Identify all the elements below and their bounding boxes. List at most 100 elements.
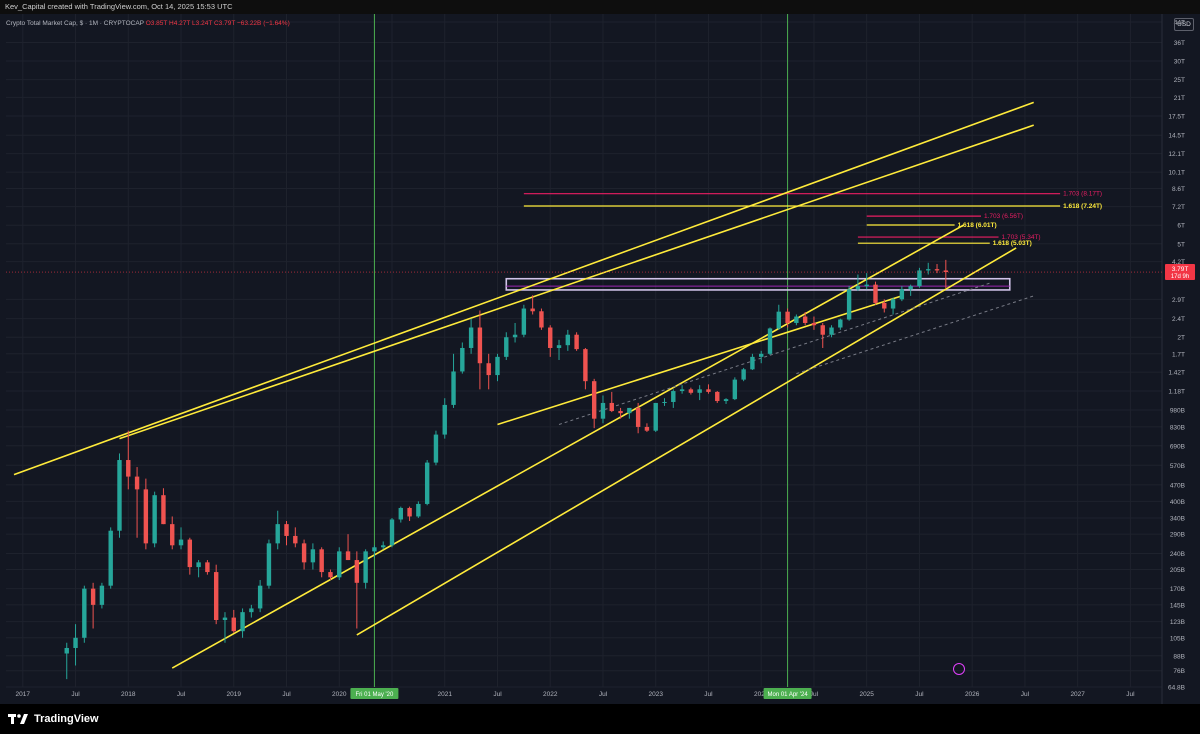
y-tick-label: 21T <box>1174 95 1185 102</box>
candle-body <box>310 549 316 563</box>
candle-body <box>389 519 395 546</box>
candle-body <box>345 551 351 561</box>
x-tick-label: 2026 <box>965 691 980 698</box>
trendline <box>171 224 964 669</box>
candle-body <box>776 311 781 329</box>
fib-label: 1.618 (6.01T) <box>958 222 997 229</box>
candle-body <box>820 325 825 335</box>
candle-body <box>908 286 913 290</box>
x-tick-label: 2018 <box>121 691 136 698</box>
candle-body <box>468 327 474 348</box>
ohlc-values: O3.85T H4.27T L3.24T C3.79T −63.22B (−1.… <box>145 20 290 27</box>
y-tick-label: 1.7T <box>1172 351 1185 358</box>
y-tick-label: 12.1T <box>1168 151 1185 158</box>
candle-body <box>715 391 720 402</box>
candle-body <box>750 356 755 370</box>
candle-body <box>293 535 298 544</box>
x-tick-label: Jul <box>704 691 713 698</box>
candle-body <box>644 426 650 431</box>
x-tick-label: 2021 <box>438 691 453 698</box>
x-tick-label: 2025 <box>859 691 874 698</box>
candle-body <box>767 328 773 354</box>
candle-body <box>222 617 228 620</box>
y-tick-label: 570B <box>1170 463 1185 470</box>
y-tick-label: 1.42T <box>1168 370 1185 377</box>
candle-body <box>460 347 465 372</box>
symbol-title: Crypto Total Market Cap, $ · 1M · CRYPTO… <box>6 20 144 27</box>
candle-body <box>196 562 201 568</box>
candle-body <box>170 524 175 546</box>
candle-body <box>108 530 113 586</box>
candle-body <box>653 402 658 431</box>
candle-body <box>882 302 887 309</box>
x-tick-label: Jul <box>1021 691 1030 698</box>
y-tick-label: 290B <box>1170 532 1185 539</box>
y-tick-label: 88B <box>1173 653 1185 660</box>
trendline <box>13 101 1034 476</box>
candle-body <box>855 286 861 290</box>
lightning-icon[interactable] <box>953 663 965 675</box>
candle-body <box>275 524 280 544</box>
y-tick-label: 470B <box>1170 482 1185 489</box>
fib-label: 1.618 (5.03T) <box>993 240 1032 247</box>
candle-body <box>363 551 368 583</box>
candle-body <box>284 524 289 536</box>
candle-body <box>504 337 509 357</box>
y-tick-label: 30T <box>1174 59 1185 66</box>
y-tick-label: 1.18T <box>1168 389 1185 396</box>
date-marker-label: Fri 01 May '20 <box>356 692 394 698</box>
candle-body <box>846 289 852 320</box>
candle-body <box>521 308 527 335</box>
candle-body <box>759 353 764 357</box>
candle-body <box>671 391 676 402</box>
candle-body <box>926 269 931 271</box>
x-tick-label: 2024 <box>754 691 769 698</box>
candle-body <box>161 495 166 525</box>
x-tick-label: 2027 <box>1070 691 1085 698</box>
candle-body <box>486 363 491 376</box>
y-tick-label: 4.2T <box>1172 259 1185 266</box>
candle-body <box>890 299 896 309</box>
x-tick-label: Jul <box>177 691 186 698</box>
candle-body <box>143 489 149 544</box>
candle-body <box>802 316 808 323</box>
x-tick-label: 2019 <box>227 691 242 698</box>
candle-body <box>583 349 588 382</box>
symbol-legend: Crypto Total Market Cap, $ · 1M · CRYPTO… <box>6 20 290 27</box>
x-tick-label: Jul <box>915 691 924 698</box>
candle-body <box>319 549 324 573</box>
candle-body <box>838 319 843 328</box>
tradingview-brand: TradingView <box>34 713 99 725</box>
fib-label: 1.703 (5.34T) <box>1002 234 1041 241</box>
resistance-zone <box>505 277 1011 291</box>
candle-body <box>477 327 483 364</box>
candle-body <box>337 551 342 578</box>
x-tick-label: 2017 <box>16 691 31 698</box>
y-tick-label: 240B <box>1170 551 1185 558</box>
candle-body <box>301 543 307 563</box>
y-tick-label: 6T <box>1177 223 1185 230</box>
currency-selector[interactable]: USD <box>1174 18 1194 31</box>
candle-body <box>213 572 219 620</box>
x-tick-label: Jul <box>1126 691 1135 698</box>
candle-body <box>495 356 500 376</box>
y-tick-label: 123B <box>1170 619 1185 626</box>
candle-body <box>697 389 702 393</box>
x-tick-label: Jul <box>282 691 291 698</box>
candle-body <box>240 612 245 632</box>
candle-body <box>943 270 949 273</box>
y-tick-label: 340B <box>1170 515 1185 522</box>
y-tick-label: 25T <box>1174 77 1185 84</box>
y-tick-label: 105B <box>1170 635 1185 642</box>
chart-area[interactable]: 1.703 (8.17T) 1.618 (7.24T) 1.703 (6.56T) 1… <box>0 14 1200 704</box>
y-tick-label: 36T <box>1174 40 1185 47</box>
candle-body <box>381 545 386 548</box>
candle-body <box>548 327 553 348</box>
candle-body <box>187 539 193 568</box>
candle-body <box>679 389 685 392</box>
candle-body <box>556 345 562 348</box>
price-chart[interactable]: 1.703 (8.17T) 1.618 (7.24T) 1.703 (6.56T) 1… <box>0 14 1200 704</box>
y-tick-label: 8.6T <box>1172 186 1185 193</box>
candle-body <box>407 507 412 517</box>
